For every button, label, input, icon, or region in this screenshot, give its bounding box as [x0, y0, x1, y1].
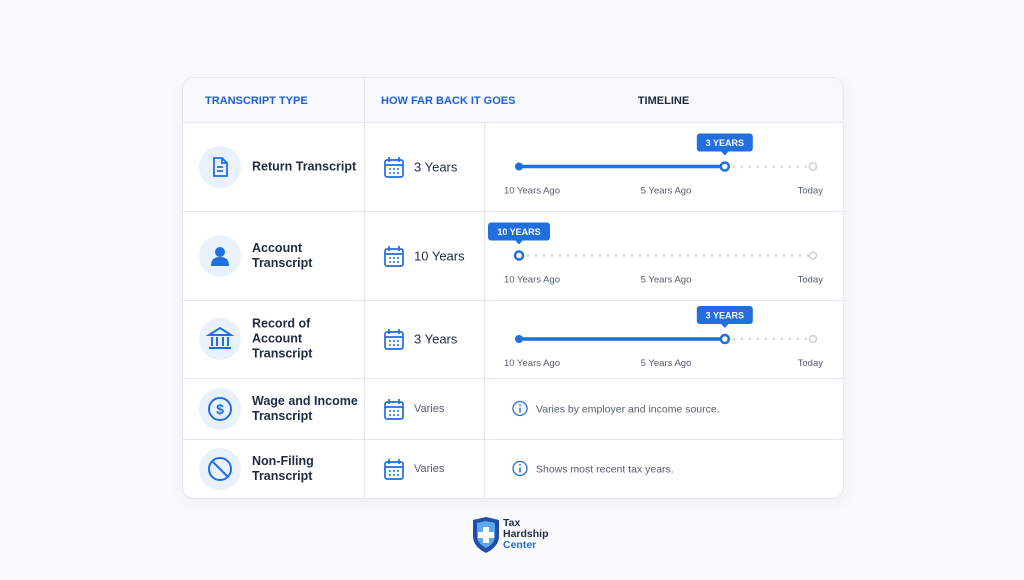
- transcript-type: Wage and Income Transcript: [252, 393, 358, 423]
- svg-text:$: $: [216, 401, 224, 417]
- divider: [484, 122, 485, 498]
- scale-label: 5 Years Ago: [641, 186, 692, 197]
- scale-label: 10 Years Ago: [504, 275, 560, 286]
- scale-label: 10 Years Ago: [504, 358, 560, 369]
- row-icon: $: [199, 387, 241, 430]
- period: 10 Years: [414, 248, 465, 263]
- period: 3 Years: [414, 331, 458, 347]
- period: 3 Years: [414, 159, 458, 174]
- timeline-start: [515, 162, 523, 171]
- badge-pointer: [720, 151, 729, 156]
- table-row: Return Transcript 3 Years 3 YEARS 10 Years …: [183, 122, 843, 212]
- timeline: 3 YEARS 10 Years Ago 5 Years Ago Today: [504, 133, 824, 197]
- period: Varies: [414, 402, 445, 415]
- table-row: Account Transcript 10 Years 10 YEARS 10 Yea…: [183, 211, 843, 301]
- scale-label: 5 Years Ago: [641, 358, 692, 369]
- note: Shows most recent tax years.: [536, 464, 674, 476]
- logo-line: Tax: [503, 517, 521, 529]
- timeline-start: [515, 335, 523, 343]
- badge-pointer: [720, 323, 729, 328]
- timeline-end: [808, 162, 818, 171]
- table-card: TRANSCRIPT TYPE HOW FAR BACK IT GOES TIMEL…: [182, 77, 844, 499]
- column-header: TIMELINE: [637, 95, 690, 107]
- row-icon: [199, 234, 241, 277]
- note: Varies by employer and income source.: [536, 404, 720, 416]
- timeline: 10 YEARS 10 Years Ago 5 Years Ago Today: [488, 222, 824, 286]
- row-icon: [199, 447, 241, 490]
- badge: [696, 306, 753, 324]
- column-header: TRANSCRIPT TYPE: [205, 95, 308, 107]
- table-row: Record of Account Transcript 3 Years 3 YEA…: [183, 300, 843, 379]
- timeline: 3 YEARS 10 Years Ago 5 Years Ago Today: [504, 306, 824, 369]
- transcript-type: Non-Filing Transcript: [252, 453, 314, 483]
- calendar-icon: [384, 329, 404, 350]
- transcript-type: Return Transcript: [252, 159, 357, 173]
- logo-line: Center: [503, 539, 537, 551]
- row-icon: [199, 318, 241, 360]
- scale-label: 10 Years Ago: [504, 186, 560, 197]
- info-icon: [512, 460, 528, 477]
- scale-label: Today: [798, 275, 824, 286]
- timeline-end: [808, 251, 818, 260]
- calendar-icon: [384, 458, 404, 480]
- period: Varies: [414, 462, 445, 475]
- timeline: Varies by employer and income source.: [512, 400, 720, 417]
- transcript-type: Account Transcript: [252, 240, 313, 270]
- column-header: HOW FAR BACK IT GOES: [381, 95, 516, 107]
- scale-label: 5 Years Ago: [641, 275, 692, 286]
- row-icon: [199, 145, 241, 188]
- calendar-icon: [384, 398, 404, 420]
- timeline: Shows most recent tax years.: [512, 460, 674, 477]
- badge: [488, 222, 550, 241]
- timeline-point: [513, 250, 525, 261]
- header-bg: [183, 78, 843, 123]
- timeline-end: [808, 334, 818, 344]
- info-icon: [512, 400, 528, 417]
- logo: Tax Hardship Center: [470, 516, 560, 556]
- timeline-point: [719, 161, 731, 172]
- logo-shield: [473, 517, 499, 553]
- timeline-point: [719, 333, 731, 345]
- table-row: $ Wage and Income Transcript Varies Varies …: [183, 378, 843, 440]
- logo-line: Hardship: [503, 528, 549, 540]
- calendar-icon: [384, 245, 404, 267]
- calendar-icon: [384, 156, 404, 178]
- badge-label: 10 YEARS: [497, 227, 540, 237]
- transcript-type: Record of Account Transcript: [252, 316, 313, 361]
- badge-label: 3 YEARS: [706, 311, 744, 321]
- scale-label: Today: [798, 186, 824, 197]
- divider: [364, 78, 365, 498]
- badge-label: 3 YEARS: [706, 138, 744, 148]
- scale-label: Today: [798, 358, 824, 369]
- badge: [696, 133, 753, 152]
- table-row: Non-Filing Transcript Varies Shows most re…: [183, 439, 843, 498]
- badge-pointer: [515, 240, 523, 245]
